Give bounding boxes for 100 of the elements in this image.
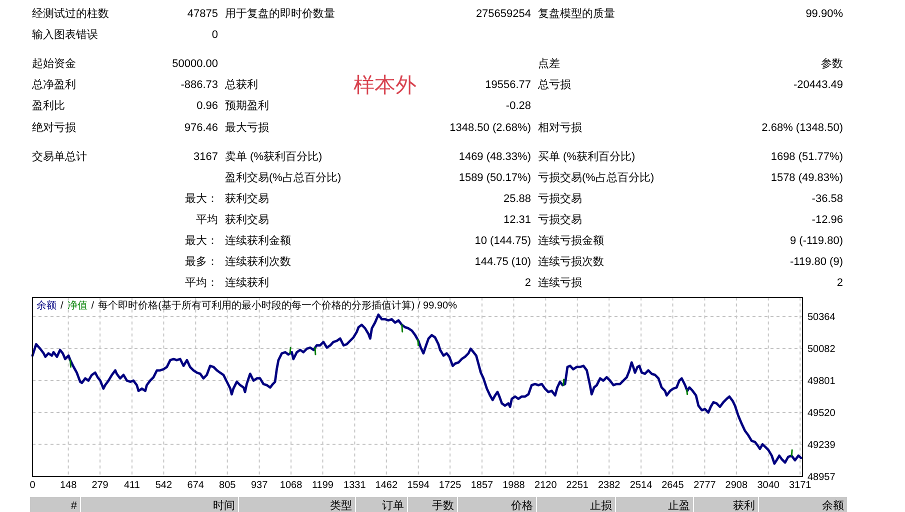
text: 经测试过的柱数	[32, 7, 109, 20]
text: 最多：	[185, 256, 218, 268]
text: 连续亏损	[538, 276, 582, 289]
x-tick-label: 1857	[470, 480, 494, 491]
text: -0.28	[506, 100, 531, 112]
x-tick-label: 2908	[725, 480, 748, 491]
text: 点差	[538, 57, 560, 70]
annotation: /	[60, 300, 64, 312]
x-tick-label: 1462	[375, 480, 398, 491]
text: 3167	[194, 151, 218, 163]
text: 止损	[590, 499, 612, 512]
text: 1698 (51.77%)	[770, 151, 843, 163]
text: 0	[212, 29, 218, 41]
text: 连续亏损金额	[538, 234, 604, 247]
text: 275659254	[476, 8, 531, 20]
text: 50000.00	[172, 58, 218, 70]
x-tick-label: 2382	[598, 480, 621, 491]
text: 2	[524, 277, 531, 289]
y-tick-label: 50364	[808, 312, 836, 323]
text: 手数	[432, 499, 454, 512]
x-tick-label: 1331	[344, 480, 366, 491]
text: 最大：	[185, 234, 218, 247]
text: 盈利交易(%占总百分比)	[225, 171, 342, 184]
y-tick-label: 49520	[808, 408, 836, 419]
text: 连续获利	[225, 276, 269, 289]
text: 0.96	[196, 100, 218, 112]
x-tick-label: 1068	[280, 480, 303, 491]
text: 价格	[510, 500, 533, 512]
text: 1589 (50.17%)	[458, 172, 531, 184]
text: 获利交易	[225, 192, 269, 205]
text: -20443.49	[793, 79, 843, 91]
text: 买单 (%获利百分比)	[538, 150, 636, 163]
text: 样本外	[354, 73, 416, 97]
text: -886.73	[180, 79, 218, 91]
text: 亏损交易	[538, 213, 582, 226]
text: 净值	[67, 300, 88, 312]
text: 总净盈利	[31, 78, 76, 91]
text: 亏损交易(%占总百分比)	[538, 171, 654, 184]
text: 47875	[187, 8, 218, 20]
text: 余额	[36, 300, 56, 312]
text: 总获利	[224, 78, 258, 91]
text: 时间	[213, 499, 235, 512]
text: 2.68% (1348.50)	[762, 122, 843, 134]
text: 连续亏损次数	[538, 255, 604, 268]
x-tick-label: 2777	[694, 480, 716, 491]
text: -12.96	[812, 214, 843, 226]
x-tick-label: 411	[124, 480, 140, 491]
x-tick-label: 3171	[788, 480, 812, 491]
x-tick-label: 279	[92, 480, 109, 491]
x-tick-label: 1988	[502, 480, 526, 491]
text: 卖单 (%获利百分比)	[225, 150, 322, 163]
x-tick-label: 2645	[662, 480, 684, 491]
text: 1469 (48.33%)	[458, 151, 531, 163]
x-tick-label: 148	[60, 480, 78, 491]
text: -119.80 (9)	[790, 256, 843, 268]
text: 99.90%	[806, 8, 844, 20]
chart-title: 每个即时价格(基于所有可利用的最小时段的每一个价格的分形插值计算) / 99.90%	[98, 300, 458, 312]
annotation: /	[91, 300, 94, 312]
x-tick-label: 937	[250, 480, 268, 491]
text: 余额	[822, 499, 844, 512]
text: 相对亏损	[538, 121, 582, 134]
text: 亏损交易	[538, 192, 582, 205]
text: 19556.77	[485, 79, 531, 91]
x-tick-label: 1199	[312, 480, 334, 491]
text: 12.31	[503, 214, 531, 226]
text: 976.46	[184, 122, 218, 134]
text: 2	[836, 277, 843, 289]
y-tick-label: 50082	[808, 344, 836, 356]
text: 1348.50 (2.68%)	[450, 122, 531, 134]
text: 复盘模型的质量	[538, 7, 615, 20]
text: -36.58	[812, 193, 843, 205]
text: 平均	[196, 214, 218, 226]
text: 平均：	[185, 277, 218, 289]
text: 25.88	[503, 193, 531, 205]
text: 止盈	[668, 499, 690, 512]
text: 总亏损	[537, 78, 571, 91]
y-tick-label: 49239	[808, 440, 836, 451]
text: 最大亏损	[225, 121, 269, 134]
text: 10 (144.75)	[474, 235, 531, 247]
text: 参数	[821, 57, 843, 70]
text: 连续获利金额	[225, 234, 291, 247]
text: 预期盈利	[225, 99, 269, 112]
text: 绝对亏损	[32, 121, 76, 134]
x-tick-label: 1725	[438, 480, 462, 491]
line-series	[31, 313, 802, 465]
x-tick-label: 3040	[757, 480, 780, 491]
text: 用于复盘的即时价数量	[225, 7, 335, 20]
y-tick-label: 49801	[808, 376, 836, 388]
x-tick-label: 1594	[407, 480, 430, 491]
text: 类型	[330, 499, 352, 512]
x-tick-label: 542	[155, 480, 172, 491]
text: 最大：	[185, 192, 218, 205]
x-tick-label: 674	[187, 480, 204, 491]
text: 获利	[733, 499, 755, 512]
text: 144.75 (10)	[474, 256, 531, 268]
x-tick-label: 2514	[630, 480, 653, 491]
text: 输入图表错误	[32, 28, 98, 41]
x-tick-label: 805	[219, 480, 236, 491]
text: 9 (-119.80)	[790, 235, 843, 247]
text: 1578 (49.83%)	[770, 172, 843, 184]
